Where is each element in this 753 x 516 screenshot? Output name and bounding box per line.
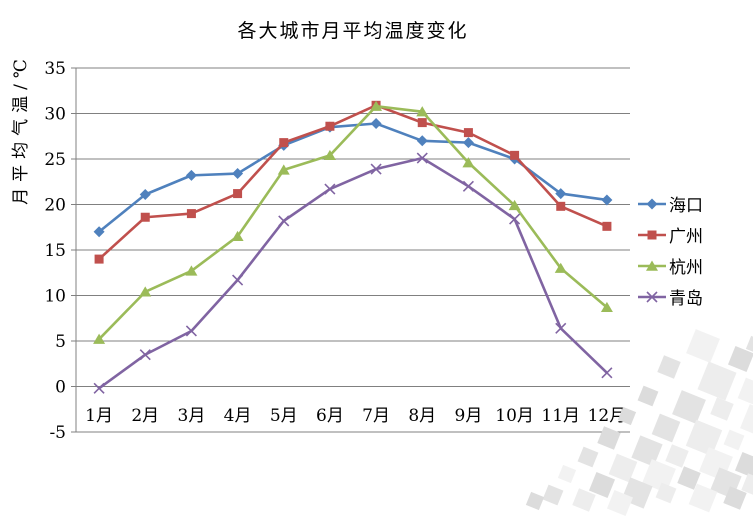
triangle-marker	[93, 333, 106, 344]
series-markers-杭州	[93, 100, 613, 344]
triangle-marker	[185, 265, 198, 276]
chart-window: 各大城市月平均温度变化 月平均气温/℃ -5 0 5 10 15 20 25 30 35 1月 2月…	[11, 20, 753, 516]
x-tick-label: 3月	[178, 406, 206, 426]
diamond-marker	[462, 137, 474, 149]
series-line-杭州	[98, 104, 608, 341]
legend-marker-triangle-icon	[638, 260, 666, 271]
x-marker	[555, 322, 567, 334]
x-tick-label: 7月	[362, 406, 390, 426]
legend-item-海口: 海口	[637, 192, 703, 216]
y-tick-label: 0	[55, 378, 66, 398]
legend-marker-diamond-icon	[638, 198, 666, 209]
chart-title: 各大城市月平均温度变化	[237, 20, 469, 42]
plot-area: -5 0 5 10 15 20 25 30 35 1月 2月 3月 4月 5月 6月 7月 8月 9月 10月 11月…	[44, 59, 630, 443]
triangle-marker	[323, 149, 336, 161]
triangle-marker	[600, 301, 613, 313]
x-tick-label: 8月	[408, 406, 436, 426]
square-marker	[510, 150, 520, 160]
diamond-marker	[601, 194, 613, 206]
square-marker	[417, 118, 427, 128]
series-line-青岛	[98, 156, 608, 390]
x-marker	[185, 325, 197, 337]
legend-label: 杭州	[669, 258, 703, 278]
triangle-marker	[231, 230, 244, 242]
diamond-marker	[555, 188, 567, 200]
y-tick-label: 25	[44, 150, 66, 170]
x-tick-label: 2月	[131, 406, 159, 426]
x-marker	[416, 152, 428, 164]
square-marker	[94, 254, 104, 264]
y-tick-label: 35	[44, 59, 66, 79]
y-tick-label: -5	[49, 423, 66, 443]
triangle-marker	[370, 100, 383, 111]
legend-item-杭州: 杭州	[637, 254, 703, 278]
diamond-marker	[232, 168, 244, 180]
diamond-marker	[646, 198, 658, 209]
x-tick-label: 4月	[224, 406, 252, 426]
x-tick-label: 6月	[316, 406, 344, 426]
y-tick-label: 5	[55, 332, 66, 352]
triangle-marker	[508, 199, 521, 211]
triangle-marker	[554, 262, 567, 273]
x-marker	[278, 215, 290, 227]
x-tick-label: 10月	[495, 406, 534, 426]
triangle-marker	[416, 106, 429, 117]
square-marker	[647, 230, 657, 239]
x-marker	[139, 349, 151, 361]
legend-item-青岛: 青岛	[637, 285, 703, 309]
triangle-marker	[139, 286, 152, 297]
x-tick-label: 12月	[588, 406, 627, 426]
diamond-marker	[139, 188, 151, 200]
legend-marker-x-icon	[638, 290, 666, 303]
legend-marker-square-icon	[638, 230, 666, 239]
square-marker	[140, 212, 150, 222]
y-tick-label: 15	[44, 241, 66, 261]
y-tick-label: 20	[44, 196, 66, 216]
x-marker	[232, 274, 244, 286]
y-tick-labels: -5 0 5 10 15 20 25 30 35	[44, 59, 66, 443]
x-tick-label: 5月	[270, 406, 298, 426]
diamond-marker	[370, 118, 382, 130]
triangle-marker	[277, 164, 290, 175]
diamond-marker	[93, 226, 105, 238]
diamond-marker	[416, 135, 428, 147]
diamond-marker	[185, 169, 197, 181]
x-marker	[93, 382, 105, 394]
legend: 海口 广州 杭州 青岛	[637, 192, 703, 309]
triangle-marker	[462, 157, 475, 168]
x-marker	[646, 290, 658, 303]
gridlines	[71, 67, 630, 433]
x-marker	[324, 183, 336, 195]
square-marker	[279, 138, 289, 148]
x-tick-label: 1月	[85, 406, 113, 426]
square-marker	[556, 201, 566, 211]
x-tick-labels: 1月 2月 3月 4月 5月 6月 7月 8月 9月 10月 11月 12月	[85, 406, 626, 426]
square-marker	[463, 128, 473, 138]
legend-label: 海口	[669, 196, 703, 216]
legend-label: 广州	[669, 227, 703, 247]
x-marker	[509, 213, 521, 225]
y-tick-label: 10	[44, 287, 66, 307]
legend-item-广州: 广州	[637, 223, 703, 247]
square-marker	[233, 189, 243, 199]
series-line-广州	[98, 104, 608, 261]
legend-label: 青岛	[669, 289, 703, 309]
x-marker	[601, 367, 613, 379]
y-tick-label: 30	[44, 105, 66, 125]
square-marker	[186, 209, 196, 219]
square-marker	[602, 221, 612, 231]
square-marker	[325, 121, 335, 131]
series-markers-青岛	[93, 152, 613, 394]
x-tick-label: 11月	[541, 406, 580, 426]
x-marker	[370, 163, 382, 175]
triangle-marker	[646, 260, 658, 271]
x-tick-label: 9月	[455, 406, 483, 426]
x-marker	[462, 180, 474, 192]
